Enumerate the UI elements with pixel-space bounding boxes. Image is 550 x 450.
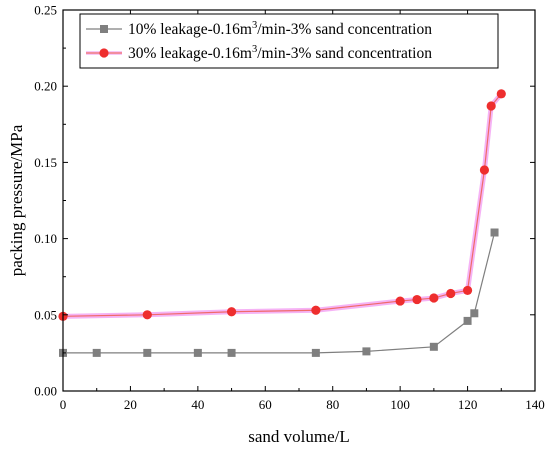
series-1-point <box>463 316 472 325</box>
series-1-point <box>470 309 479 318</box>
y-axis-title: packing pressure/MPa <box>7 124 26 276</box>
legend-label: 30% leakage-0.16m3/min-3% sand concentra… <box>128 44 432 62</box>
series-2-point <box>479 165 490 175</box>
plot-area <box>58 89 506 357</box>
series-2-point <box>496 89 506 99</box>
y-tick-label: 0.00 <box>34 384 57 399</box>
series-2-point <box>429 293 439 303</box>
x-tick-label: 0 <box>60 397 67 412</box>
y-tick-label: 0.15 <box>34 155 57 170</box>
series-2 <box>58 89 506 321</box>
series-1-point <box>193 348 202 357</box>
x-tick-label: 40 <box>191 397 204 412</box>
x-tick-label: 60 <box>259 397 272 412</box>
series-2-point <box>311 305 321 315</box>
y-tick-label: 0.25 <box>34 3 57 18</box>
series-1-point <box>227 348 236 357</box>
x-tick-label: 120 <box>458 397 478 412</box>
series-2-point <box>226 307 237 317</box>
x-tick-label: 100 <box>390 397 410 412</box>
series-2-point <box>446 288 456 299</box>
series-1-point <box>429 342 438 351</box>
legend-marker <box>99 48 109 58</box>
x-axis-title: sand volume/L <box>248 427 350 446</box>
y-tick-label: 0.05 <box>34 307 57 322</box>
x-tick-label: 80 <box>326 397 339 412</box>
legend-label: 10% leakage-0.16m3/min-3% sand concentra… <box>128 20 432 38</box>
legend-item-1: 10% leakage-0.16m3/min-3% sand concentra… <box>86 20 432 38</box>
series-2-point <box>395 296 405 306</box>
series-2-point <box>486 101 496 111</box>
axes: 0 20 40 60 80 100 120 140 0.00 0.05 0.10 0.15 0.20 0.… <box>34 3 545 413</box>
series-2-point <box>462 285 473 296</box>
series-1-point <box>92 348 101 357</box>
series-1-point <box>311 348 320 357</box>
series-1-point <box>490 228 499 237</box>
y-tick-label: 0.10 <box>34 231 57 246</box>
series-2-point <box>412 294 422 305</box>
y-tick-label: 0.20 <box>34 79 57 94</box>
series-2-point <box>142 310 152 320</box>
series-1-point <box>143 348 152 357</box>
series-1-point <box>362 347 371 356</box>
series-2-glow <box>62 92 504 319</box>
x-tick-label: 20 <box>124 397 137 412</box>
x-tick-label: 140 <box>525 397 545 412</box>
legend-item-2: 30% leakage-0.16m3/min-3% sand concentra… <box>86 44 432 62</box>
series-1 <box>59 228 499 357</box>
legend-box <box>79 13 499 69</box>
series-2-line <box>62 93 502 317</box>
legend: 10% leakage-0.16m3/min-3% sand concentra… <box>79 13 499 69</box>
legend-marker <box>100 25 108 33</box>
series-1-line <box>63 232 496 354</box>
